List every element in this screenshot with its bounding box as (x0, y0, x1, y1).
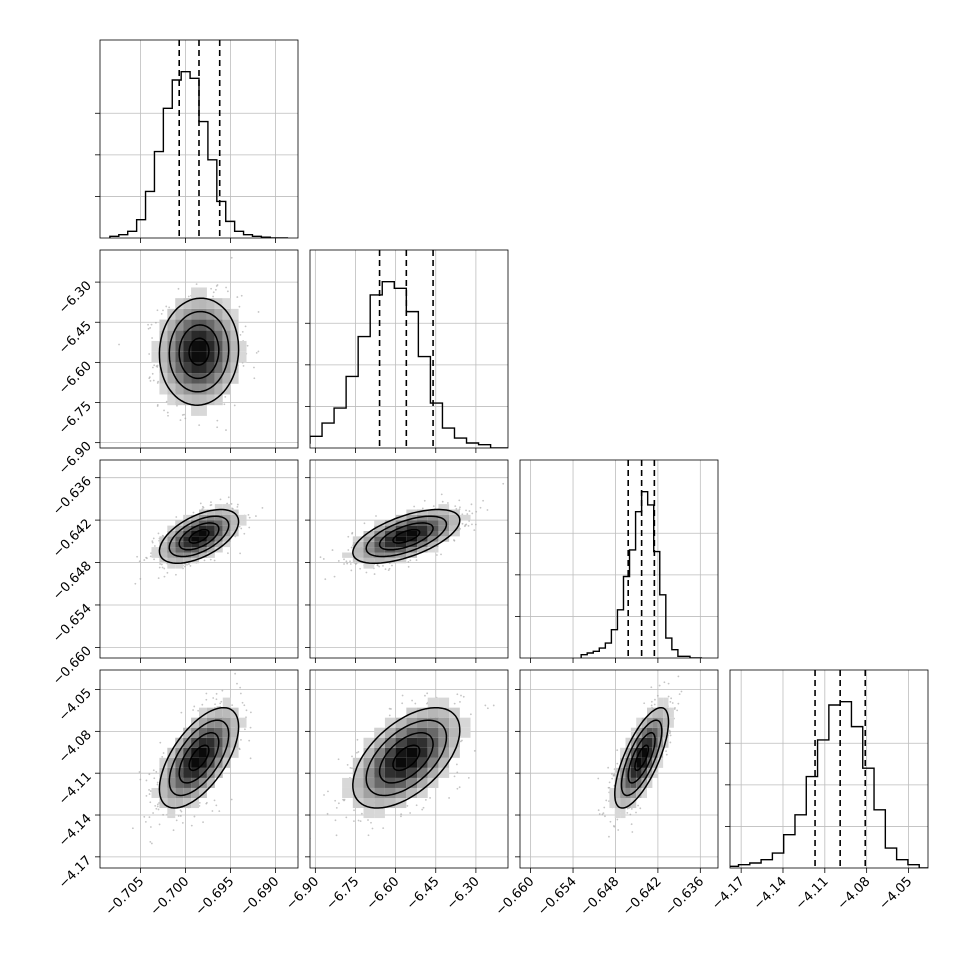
x-tick-label: −0.648 (578, 874, 623, 919)
contour-line (352, 508, 461, 564)
contour-line (378, 732, 434, 784)
y-tick-label: −0.654 (50, 601, 95, 646)
scatter-points (118, 256, 260, 431)
panel-frame (519, 669, 719, 869)
y-tick-label: −4.11 (56, 769, 95, 808)
histogram-step (109, 70, 289, 238)
y-tick-label: −6.30 (56, 278, 95, 317)
histogram-panel-0 (95, 39, 299, 243)
scatter-points (134, 496, 264, 585)
y-tick-label: −6.60 (56, 359, 95, 398)
y-tick-label: −6.90 (56, 439, 95, 478)
x-tick-label: −0.705 (103, 874, 148, 919)
y-tick-label: −0.660 (50, 644, 95, 689)
x-tick-label: −4.11 (793, 874, 832, 913)
panel-frame (309, 249, 509, 449)
y-tick-label: −6.75 (56, 399, 95, 438)
contour-line (365, 719, 448, 797)
x-tick-label: −4.17 (709, 874, 748, 913)
scatter-points (131, 672, 252, 845)
y-tick-label: −4.08 (56, 728, 95, 767)
x-tick-label: −6.75 (324, 874, 363, 913)
y-tick-label: −6.45 (56, 318, 95, 357)
histogram-panel-1 (305, 249, 509, 453)
contour-line (365, 515, 448, 558)
contour-line (352, 706, 461, 809)
panel-frame (99, 249, 299, 449)
scatter-panel-2-1 (305, 459, 509, 663)
x-tick-label: −4.08 (835, 874, 874, 913)
x-tick-label: −6.60 (364, 874, 403, 913)
y-tick-label: −4.05 (56, 686, 95, 725)
x-tick-label: −0.660 (493, 874, 538, 919)
panel-frame (309, 669, 509, 869)
y-tick-label: −0.636 (50, 474, 95, 519)
contour-line (158, 706, 240, 809)
y-tick-label: −0.642 (50, 516, 95, 561)
contour-line (392, 528, 421, 544)
scatter-panel-3-1: −6.90 −6.75 −6.60 −6.45 −6.30 (283, 669, 509, 913)
scatter-points (310, 692, 495, 840)
panel-frame (99, 459, 299, 659)
contour-line (178, 522, 220, 551)
histogram-panel-2 (515, 459, 719, 663)
contour-line (168, 310, 230, 393)
histogram-panel-3: −4.17 −4.14 −4.11 −4.08 −4.05 (709, 669, 929, 913)
scatter-panel-2-0: −0.660−0.654−0.648−0.642−0.636 (50, 459, 299, 689)
scatter-panel-3-0: −4.17−4.14−4.11−4.08−4.05−0.705 −0.700 −0.… (56, 669, 299, 919)
contour-line (634, 744, 650, 772)
x-tick-label: −0.690 (238, 874, 283, 919)
y-tick-label: −4.14 (56, 811, 95, 850)
panel-frame (519, 459, 719, 659)
x-tick-label: −0.642 (620, 874, 665, 919)
scatter-panel-3-2: −0.660−0.654−0.648−0.642−0.636 (493, 669, 719, 919)
contour-line (188, 337, 210, 366)
x-tick-label: −4.05 (877, 874, 916, 913)
contour-line (158, 508, 240, 564)
contour-line (188, 744, 210, 772)
x-tick-label: −0.695 (193, 874, 238, 919)
contour-line (178, 731, 220, 784)
x-tick-label: −0.654 (535, 874, 580, 919)
panel-frame (729, 669, 929, 869)
y-tick-label: −0.648 (50, 559, 95, 604)
y-tick-label: −4.17 (56, 853, 95, 892)
contour-line (188, 528, 210, 544)
scatter-panel-1-0: −6.90−6.75−6.60−6.45−6.30 (56, 249, 299, 478)
histogram-step (310, 280, 508, 448)
panel-frame (99, 39, 299, 239)
panel-frame (309, 459, 509, 659)
x-tick-label: −6.90 (283, 874, 322, 913)
scatter-points (597, 675, 683, 838)
histogram-step (730, 700, 928, 868)
contour-line (614, 706, 670, 809)
scatter-points (319, 482, 505, 581)
x-tick-label: −6.30 (444, 874, 483, 913)
x-tick-label: −0.700 (148, 874, 193, 919)
x-tick-label: −4.14 (751, 874, 790, 913)
histogram-step (580, 490, 703, 658)
contour-line (168, 719, 230, 797)
x-tick-label: −0.636 (663, 874, 708, 919)
panel-frame (99, 669, 299, 869)
contour-line (620, 719, 663, 797)
contour-line (392, 744, 421, 772)
contour-line (158, 297, 240, 406)
contour-line (178, 324, 220, 380)
x-tick-label: −6.45 (404, 874, 443, 913)
contour-line (168, 515, 230, 558)
contour-line (378, 522, 434, 551)
contour-line (627, 732, 656, 784)
